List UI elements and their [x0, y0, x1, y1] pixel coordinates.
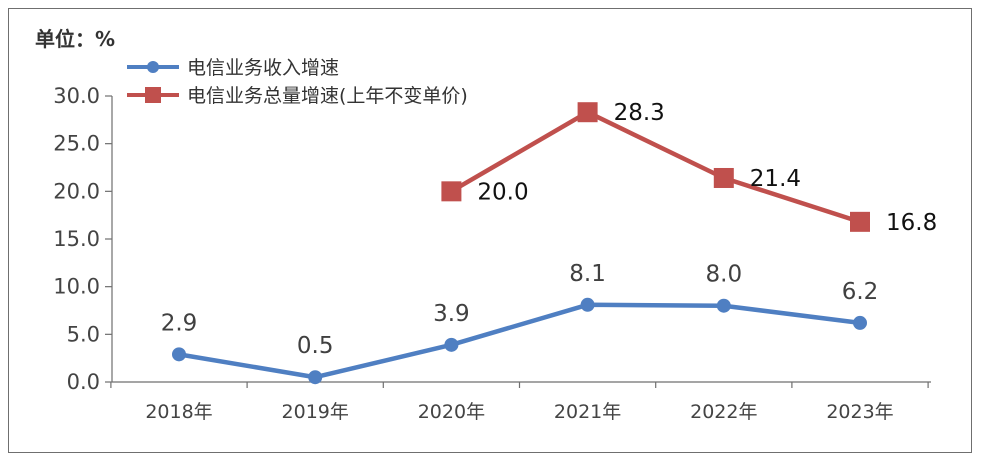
y-tick-label: 0.0	[67, 370, 100, 394]
y-tick-label: 5.0	[67, 322, 100, 346]
legend: 电信业务收入增速 电信业务总量增速(上年不变单价)	[127, 57, 468, 107]
data-point-income	[853, 315, 867, 330]
y-tick-label: 15.0	[53, 227, 100, 251]
data-point-income	[580, 297, 595, 312]
legend-marker-volume	[145, 87, 161, 103]
x-tick-label: 2022年	[690, 401, 757, 423]
data-label-income: 3.9	[433, 301, 470, 327]
data-label-income: 0.5	[297, 333, 334, 359]
series-line-volume	[450, 109, 861, 224]
x-tick-label: 2018年	[145, 401, 212, 423]
legend-label-volume: 电信业务总量增速(上年不变单价)	[187, 85, 468, 107]
data-point-income	[308, 370, 323, 385]
data-label-income: 8.0	[706, 262, 743, 288]
legend-label-income: 电信业务收入增速	[187, 57, 339, 79]
chart-frame: 单位：% 电信业务收入增速 电信业务总量增速(上年不变单价) 0.0 5.0 10.…	[8, 8, 972, 453]
data-point-volume	[713, 167, 734, 188]
x-tick-label: 2020年	[418, 401, 485, 423]
y-tick-label: 10.0	[53, 275, 100, 299]
x-tick-label: 2019年	[282, 401, 349, 423]
data-point-volume	[441, 181, 462, 202]
data-label-income: 2.9	[161, 310, 198, 336]
data-point-income	[444, 337, 459, 352]
data-label-volume: 16.8	[886, 210, 937, 236]
unit-label: 单位：%	[35, 27, 115, 51]
x-tick-label: 2021年	[554, 401, 621, 423]
data-label-income: 6.2	[842, 279, 879, 305]
data-label-volume: 28.3	[614, 100, 665, 126]
data-point-income	[716, 298, 731, 313]
data-label-income: 8.1	[569, 261, 606, 287]
x-tick-label: 2023年	[826, 401, 893, 423]
data-point-income	[172, 347, 186, 362]
series-line-income	[178, 302, 861, 380]
data-labels: 2.9 0.5 3.9 8.1 8.0 6.2 20.0 28.3 21.4 16.8	[161, 100, 938, 359]
legend-marker-income	[147, 61, 159, 73]
series-markers	[172, 102, 870, 385]
data-label-volume: 20.0	[477, 179, 528, 205]
y-tick-label: 20.0	[53, 179, 100, 203]
data-point-volume	[577, 102, 598, 123]
axes: 0.0 5.0 10.0 15.0 20.0 25.0 30.0 2018年 2019年 2020…	[53, 84, 931, 423]
line-chart: 单位：% 电信业务收入增速 电信业务总量增速(上年不变单价) 0.0 5.0 10.…	[35, 27, 938, 423]
series-lines	[178, 109, 861, 380]
data-point-volume	[850, 211, 870, 232]
data-label-volume: 21.4	[750, 166, 801, 192]
y-tick-label: 30.0	[53, 84, 100, 108]
y-tick-label: 25.0	[53, 132, 100, 156]
